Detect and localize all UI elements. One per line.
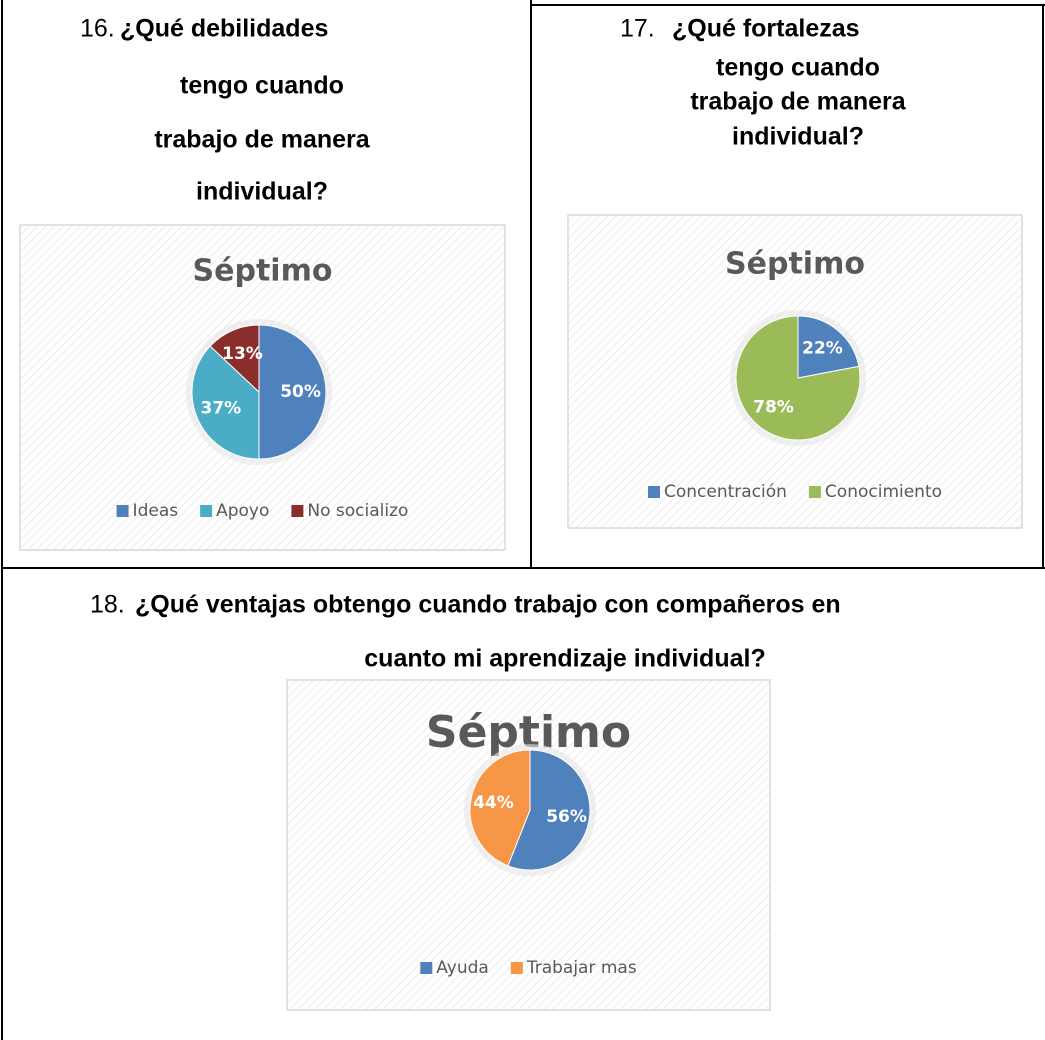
pie-slice <box>191 345 260 460</box>
data-label: 56% <box>546 807 587 827</box>
question-text: ¿Qué fortalezas <box>672 15 860 43</box>
chart-title: Séptimo <box>193 254 333 289</box>
legend-label: Apoyo <box>216 501 269 521</box>
pie-slice <box>797 315 860 379</box>
chart-title: Séptimo <box>725 247 865 282</box>
legend-label: Trabajar mas <box>526 958 637 978</box>
data-label: 78% <box>753 398 794 418</box>
question-text: individual? <box>732 123 864 151</box>
question-text: trabajo de manera <box>690 88 906 116</box>
question-text: ¿Qué ventajas obtengo cuando trabajo con… <box>135 591 841 619</box>
question-text: individual? <box>196 178 328 206</box>
legend-swatch <box>420 962 433 974</box>
legend-label: No socializo <box>307 501 408 521</box>
question-text: trabajo de manera <box>154 126 370 154</box>
data-label: 13% <box>222 344 263 364</box>
pie-slice <box>209 324 260 394</box>
legend-swatch <box>647 486 660 498</box>
question-text: cuanto mi aprendizaje individual? <box>364 645 765 673</box>
pie-slice <box>735 315 861 441</box>
legend-swatch <box>116 505 129 517</box>
legend: Concentración Conocimiento <box>647 482 942 502</box>
data-label: 22% <box>802 338 843 358</box>
legend-swatch <box>291 505 304 517</box>
data-label: 44% <box>473 793 514 813</box>
legend: Ayuda Trabajar mas <box>420 958 637 978</box>
legend-swatch <box>510 962 523 974</box>
pie-slice <box>507 749 591 871</box>
chart: Séptimo 22% 78% Concentración Conocimiento <box>567 214 1023 529</box>
legend-label: Ayuda <box>436 958 489 978</box>
question-text: tengo cuando <box>716 54 880 82</box>
question-text: ¿Qué debilidades <box>120 15 328 43</box>
legend-label: Ideas <box>133 501 179 521</box>
legend: Ideas Apoyo No socializo <box>116 501 408 521</box>
data-label: 37% <box>201 398 242 418</box>
chart: Séptimo 50% 37% 13% Ideas Apoyo No socializo <box>19 224 506 551</box>
legend-label: Conocimiento <box>825 482 942 502</box>
legend-swatch <box>200 505 213 517</box>
question-number: 17. <box>620 15 655 43</box>
pie-slice <box>469 749 531 867</box>
legend-label: Concentración <box>664 482 787 502</box>
pie-slice <box>258 324 327 460</box>
question-number: 16. <box>80 15 115 43</box>
data-label: 50% <box>280 382 321 402</box>
question-number: 18. <box>90 591 125 619</box>
question-text: tengo cuando <box>180 72 344 100</box>
legend-swatch <box>808 486 821 498</box>
